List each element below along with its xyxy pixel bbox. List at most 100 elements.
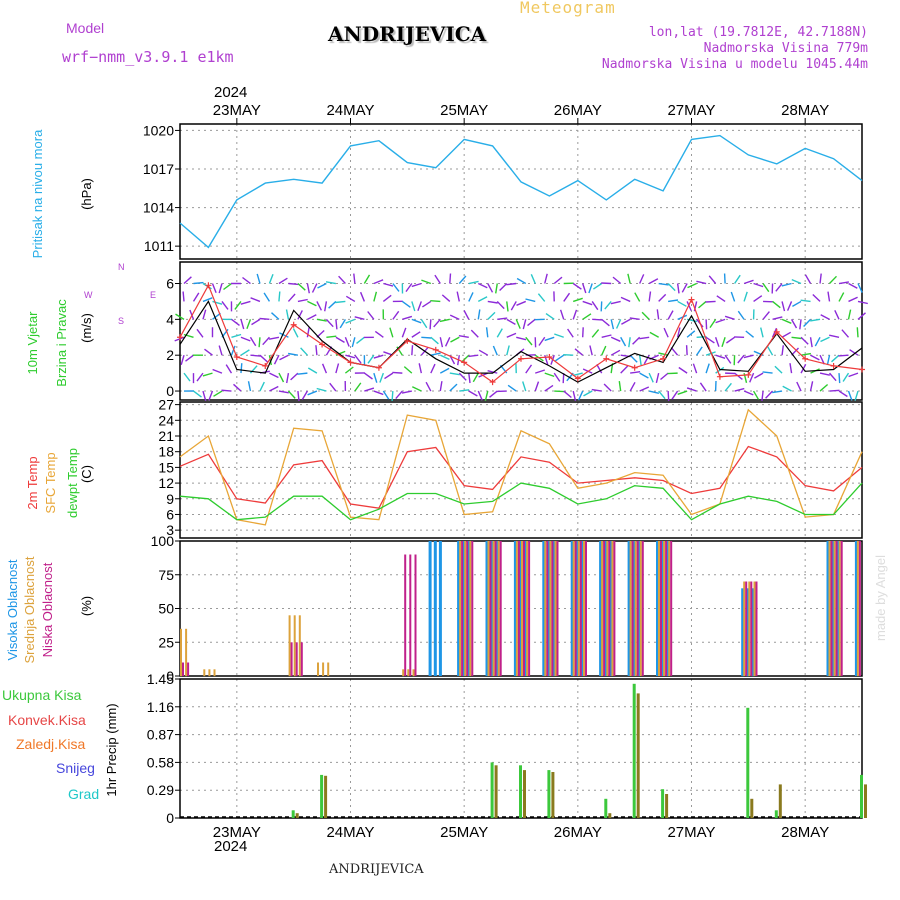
wind-barb xyxy=(478,349,489,356)
cloud-high-bar xyxy=(485,541,489,676)
wind-barb xyxy=(328,300,337,309)
wind-barb xyxy=(379,372,385,383)
cloud-low-bar xyxy=(187,662,190,676)
wind-barb xyxy=(847,309,852,320)
wind-barb xyxy=(268,273,274,284)
wind-barb xyxy=(765,390,774,399)
wind-barb xyxy=(389,327,394,338)
wind-barb xyxy=(668,299,679,303)
wind-barb xyxy=(325,281,337,285)
wind-barb xyxy=(721,337,726,348)
wind-barb xyxy=(612,276,622,285)
wind-barb xyxy=(537,293,546,302)
wind-barb xyxy=(411,301,416,312)
wind-barb xyxy=(724,382,732,392)
cloud-low-bar xyxy=(414,554,417,676)
cloud-high-bar xyxy=(490,541,494,676)
precip-conv-bar xyxy=(608,813,612,818)
wind-barb xyxy=(307,390,318,396)
cloud-high-bar xyxy=(632,541,636,676)
wind-barb xyxy=(306,283,310,294)
precip-conv-bar xyxy=(864,784,867,818)
wind-gust-marker xyxy=(375,364,382,371)
wind-barb xyxy=(231,318,240,326)
wind-barb xyxy=(288,282,299,286)
wind-barb xyxy=(202,390,207,401)
wind-barb xyxy=(405,283,413,293)
wind-barb xyxy=(287,293,296,302)
wind-barb xyxy=(300,347,308,356)
wind-barb xyxy=(183,333,194,338)
cloud-low-bar xyxy=(489,541,492,676)
wind-barb xyxy=(734,274,741,284)
wind-barb xyxy=(829,389,840,392)
wind-barb xyxy=(449,273,452,284)
wind-barb xyxy=(434,274,441,284)
wind-barb xyxy=(724,315,735,321)
wind-barb xyxy=(477,296,488,303)
wind-barb xyxy=(667,390,670,402)
cloud-high-bar xyxy=(519,541,522,676)
wind-barb xyxy=(753,295,763,303)
y-tick-label: 9 xyxy=(166,491,174,507)
wind-gust-marker xyxy=(603,355,610,362)
precip-total-bar xyxy=(291,810,295,818)
wind-barb xyxy=(545,313,555,320)
wind-gust-marker xyxy=(347,359,354,366)
wind-gust-marker xyxy=(660,355,667,362)
wind-barb xyxy=(373,372,378,383)
precip-total-bar xyxy=(490,762,494,818)
cloud-low-bar xyxy=(290,642,293,677)
wind-barb xyxy=(412,386,422,392)
wind-barb xyxy=(180,354,185,365)
date-label-top: 27MAY xyxy=(667,102,715,119)
wind-barb xyxy=(572,390,577,401)
wind-barb xyxy=(781,345,784,356)
wind-barb xyxy=(804,274,812,284)
wind-barb xyxy=(544,372,555,378)
wind-barb xyxy=(810,354,820,361)
cloud-low-bar xyxy=(660,541,662,676)
wind-barb xyxy=(240,336,251,342)
wind-barb xyxy=(658,282,669,286)
altitude-text: Nadmorska Visina 779m xyxy=(703,41,868,56)
wind-barb xyxy=(487,311,496,320)
wind-barb xyxy=(258,337,261,348)
wind-barb xyxy=(373,279,384,285)
wind-barb xyxy=(183,372,191,382)
wind-barb xyxy=(411,318,422,324)
date-label-bottom: 25MAY xyxy=(440,824,488,841)
cloud-mid-bar xyxy=(856,541,859,676)
wind-barb xyxy=(202,309,207,320)
cloud-low-bar xyxy=(830,541,833,676)
cloud-mid-bar xyxy=(288,615,291,677)
wind-barb xyxy=(792,300,802,308)
y-tick-label: 0.58 xyxy=(147,754,174,770)
wind-barb xyxy=(325,318,334,328)
wind-barb xyxy=(439,381,443,392)
wind-barb xyxy=(591,329,600,338)
wind-gust-marker xyxy=(574,375,581,382)
cloud-high-bar xyxy=(741,588,745,677)
wind-gust-marker xyxy=(802,355,809,362)
wind-barb xyxy=(230,345,236,356)
wind-barb xyxy=(401,390,412,394)
wind-barb xyxy=(563,390,572,399)
wind-barb xyxy=(848,282,858,289)
wind-barb xyxy=(660,372,669,381)
wind-barb xyxy=(522,381,527,392)
wind-barb xyxy=(392,371,403,374)
wind-barb xyxy=(610,300,621,305)
wind-barb xyxy=(212,368,223,374)
cloud-high-bar xyxy=(542,541,546,676)
y-tick-label: 0 xyxy=(166,668,174,684)
wind-barb xyxy=(240,300,251,305)
cloud-mid-bar xyxy=(492,541,495,676)
wind-barb xyxy=(734,387,745,392)
wind-barb xyxy=(766,346,774,356)
wind-gust-marker xyxy=(432,346,439,353)
y-tick-label: 0 xyxy=(166,810,174,826)
wind-barb xyxy=(591,301,599,311)
wind-barb xyxy=(754,372,764,379)
precip-total-bar xyxy=(632,683,636,818)
